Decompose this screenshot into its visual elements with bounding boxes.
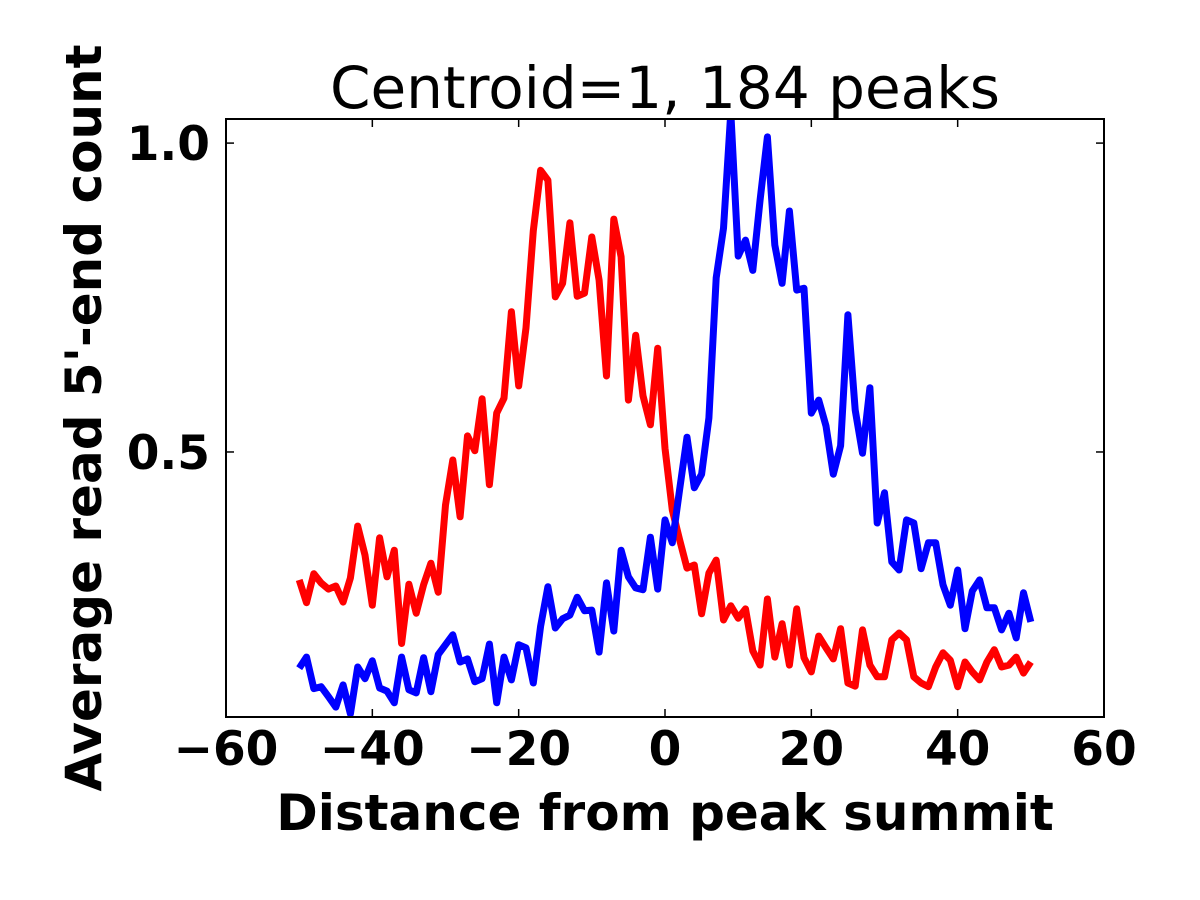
x-tick-label: 40 — [925, 722, 990, 777]
chart-title: Centroid=1, 184 peaks — [330, 54, 1000, 122]
y-tick-label: 0.5 — [127, 426, 210, 481]
x-tick-label: 0 — [649, 722, 682, 777]
y-tick-label: 1.0 — [127, 117, 210, 172]
ticks: −60 −40 −20 0 20 40 60 0.5 1.0 — [127, 117, 1137, 777]
x-tick-label: −40 — [320, 722, 425, 777]
series-line-0 — [295, 166, 1034, 691]
series-group — [295, 119, 1035, 717]
x-tick-label: 60 — [1071, 722, 1136, 777]
x-tick-label: −60 — [174, 722, 279, 777]
x-tick-label: −20 — [466, 722, 571, 777]
y-axis-label: Average read 5'-end count — [55, 44, 113, 791]
series-line-1 — [296, 119, 1035, 717]
plot-frame — [225, 118, 1105, 718]
x-axis-label: Distance from peak summit — [276, 784, 1054, 842]
x-tick-label: 20 — [779, 722, 844, 777]
